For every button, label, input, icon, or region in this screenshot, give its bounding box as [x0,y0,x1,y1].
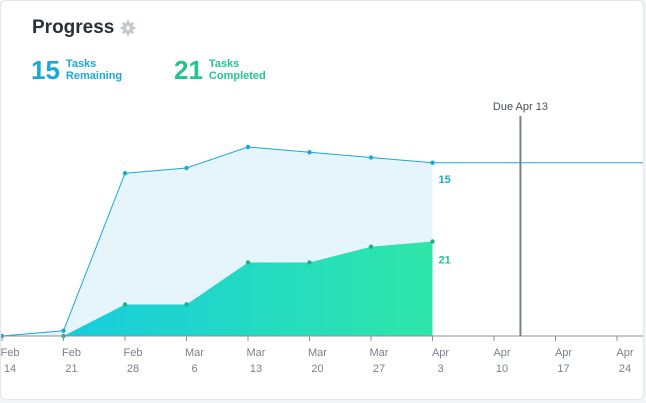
remaining-end-label: 15 [439,174,451,186]
x-tick-label-month: Feb [1,347,19,359]
x-tick-label-day: 21 [65,363,77,375]
page-title: Progress [32,17,115,38]
x-tick-label-day: 17 [557,363,569,375]
scope-point [307,150,312,155]
tasks-remaining-label: Tasks Remaining [65,58,123,82]
tasks-completed-count: 21 [174,55,203,85]
due-date-label: Due Apr 13 [493,101,548,113]
completed-point [245,260,251,265]
tasks-completed-label: Tasks Completed [208,58,266,82]
x-tick-label-month: Apr [616,347,633,359]
completed-point [184,302,189,307]
tasks-completed-stat: 21 Tasks Completed [174,57,266,83]
x-tick-label-day: 13 [250,363,262,375]
completed-point [368,244,374,249]
x-tick-label-day: 28 [127,363,139,375]
scope-point [368,155,374,160]
x-tick-label-day: 27 [373,363,385,375]
completed-point [430,239,435,244]
x-tick-label-day: 14 [4,363,16,375]
scope-point [61,328,66,333]
x-tick-label-day: 24 [619,363,631,375]
total-scope-line [1,146,433,337]
gear-icon[interactable] [120,20,136,36]
x-tick-label-month: Apr [432,347,449,359]
scope-point [245,144,251,150]
x-tick-label-month: Apr [555,347,572,359]
completed-area [2,241,433,336]
x-tick-label-month: Apr [493,347,510,359]
x-tick-label-day: 6 [191,363,197,375]
x-tick-label-month: Mar [370,347,389,359]
tasks-remaining-count: 15 [31,55,60,85]
x-tick-label-day: 3 [437,363,443,375]
x-tick-label-day: 10 [496,363,508,375]
completed-point [307,260,312,265]
x-tick-label-day: 20 [311,363,323,375]
completed-point [122,302,128,307]
x-tick-label-month: Feb [124,347,143,359]
x-tick-label-month: Mar [308,347,327,359]
scope-point [430,160,435,165]
completed-end-label: 21 [439,255,451,267]
tasks-remaining-stat: 15 Tasks Remaining [31,57,122,83]
x-tick-label-month: Feb [62,347,81,359]
scope-point [184,165,189,171]
x-tick-label-month: Mar [247,347,266,359]
x-tick-label-month: Mar [185,347,204,359]
scope-point [122,171,128,176]
